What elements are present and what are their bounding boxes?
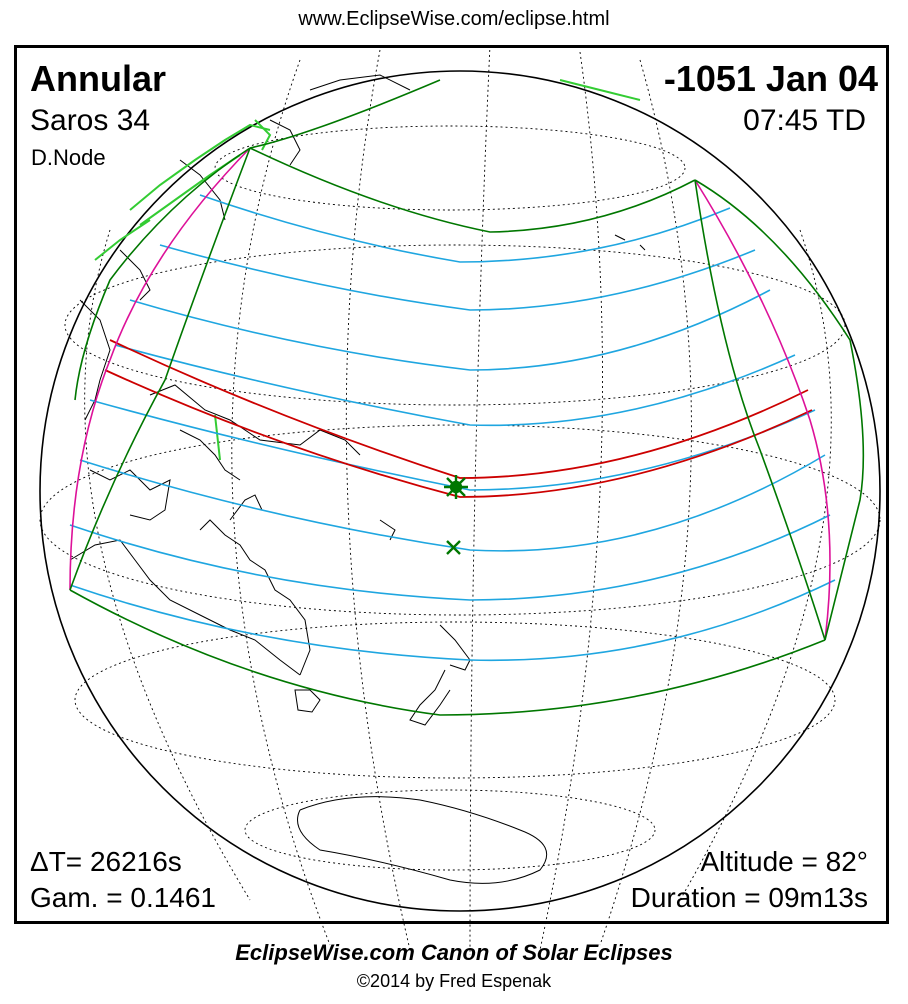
canon-title: EclipseWise.com Canon of Solar Eclipses <box>235 940 673 965</box>
node-label: D.Node <box>31 145 106 170</box>
magnitude-lines <box>69 194 836 662</box>
duration-value: Duration = 09m13s <box>630 882 868 913</box>
central-path <box>104 339 813 498</box>
globe-outline <box>39 70 881 912</box>
copyright-notice: ©2014 by Fred Espenak <box>356 971 552 991</box>
source-url: www.EclipseWise.com/eclipse.html <box>298 8 610 30</box>
altitude-value: Altitude = 82° <box>700 846 868 877</box>
northern-land <box>94 79 641 461</box>
saros-number: Saros 34 <box>30 104 151 137</box>
penumbral-limits <box>69 79 865 716</box>
greatest-eclipse-marker <box>444 475 468 499</box>
delta-t-value: ΔT= 26216s <box>30 846 182 877</box>
eclipse-time: 07:45 TD <box>743 104 866 137</box>
subsolar-point-marker <box>446 540 461 555</box>
gamma-value: Gam. = 0.1461 <box>30 882 217 913</box>
coastlines <box>69 74 646 884</box>
eclipse-type: Annular <box>30 58 167 99</box>
eclipse-date: -1051 Jan 04 <box>663 58 878 99</box>
rise-set-curves <box>69 147 831 641</box>
